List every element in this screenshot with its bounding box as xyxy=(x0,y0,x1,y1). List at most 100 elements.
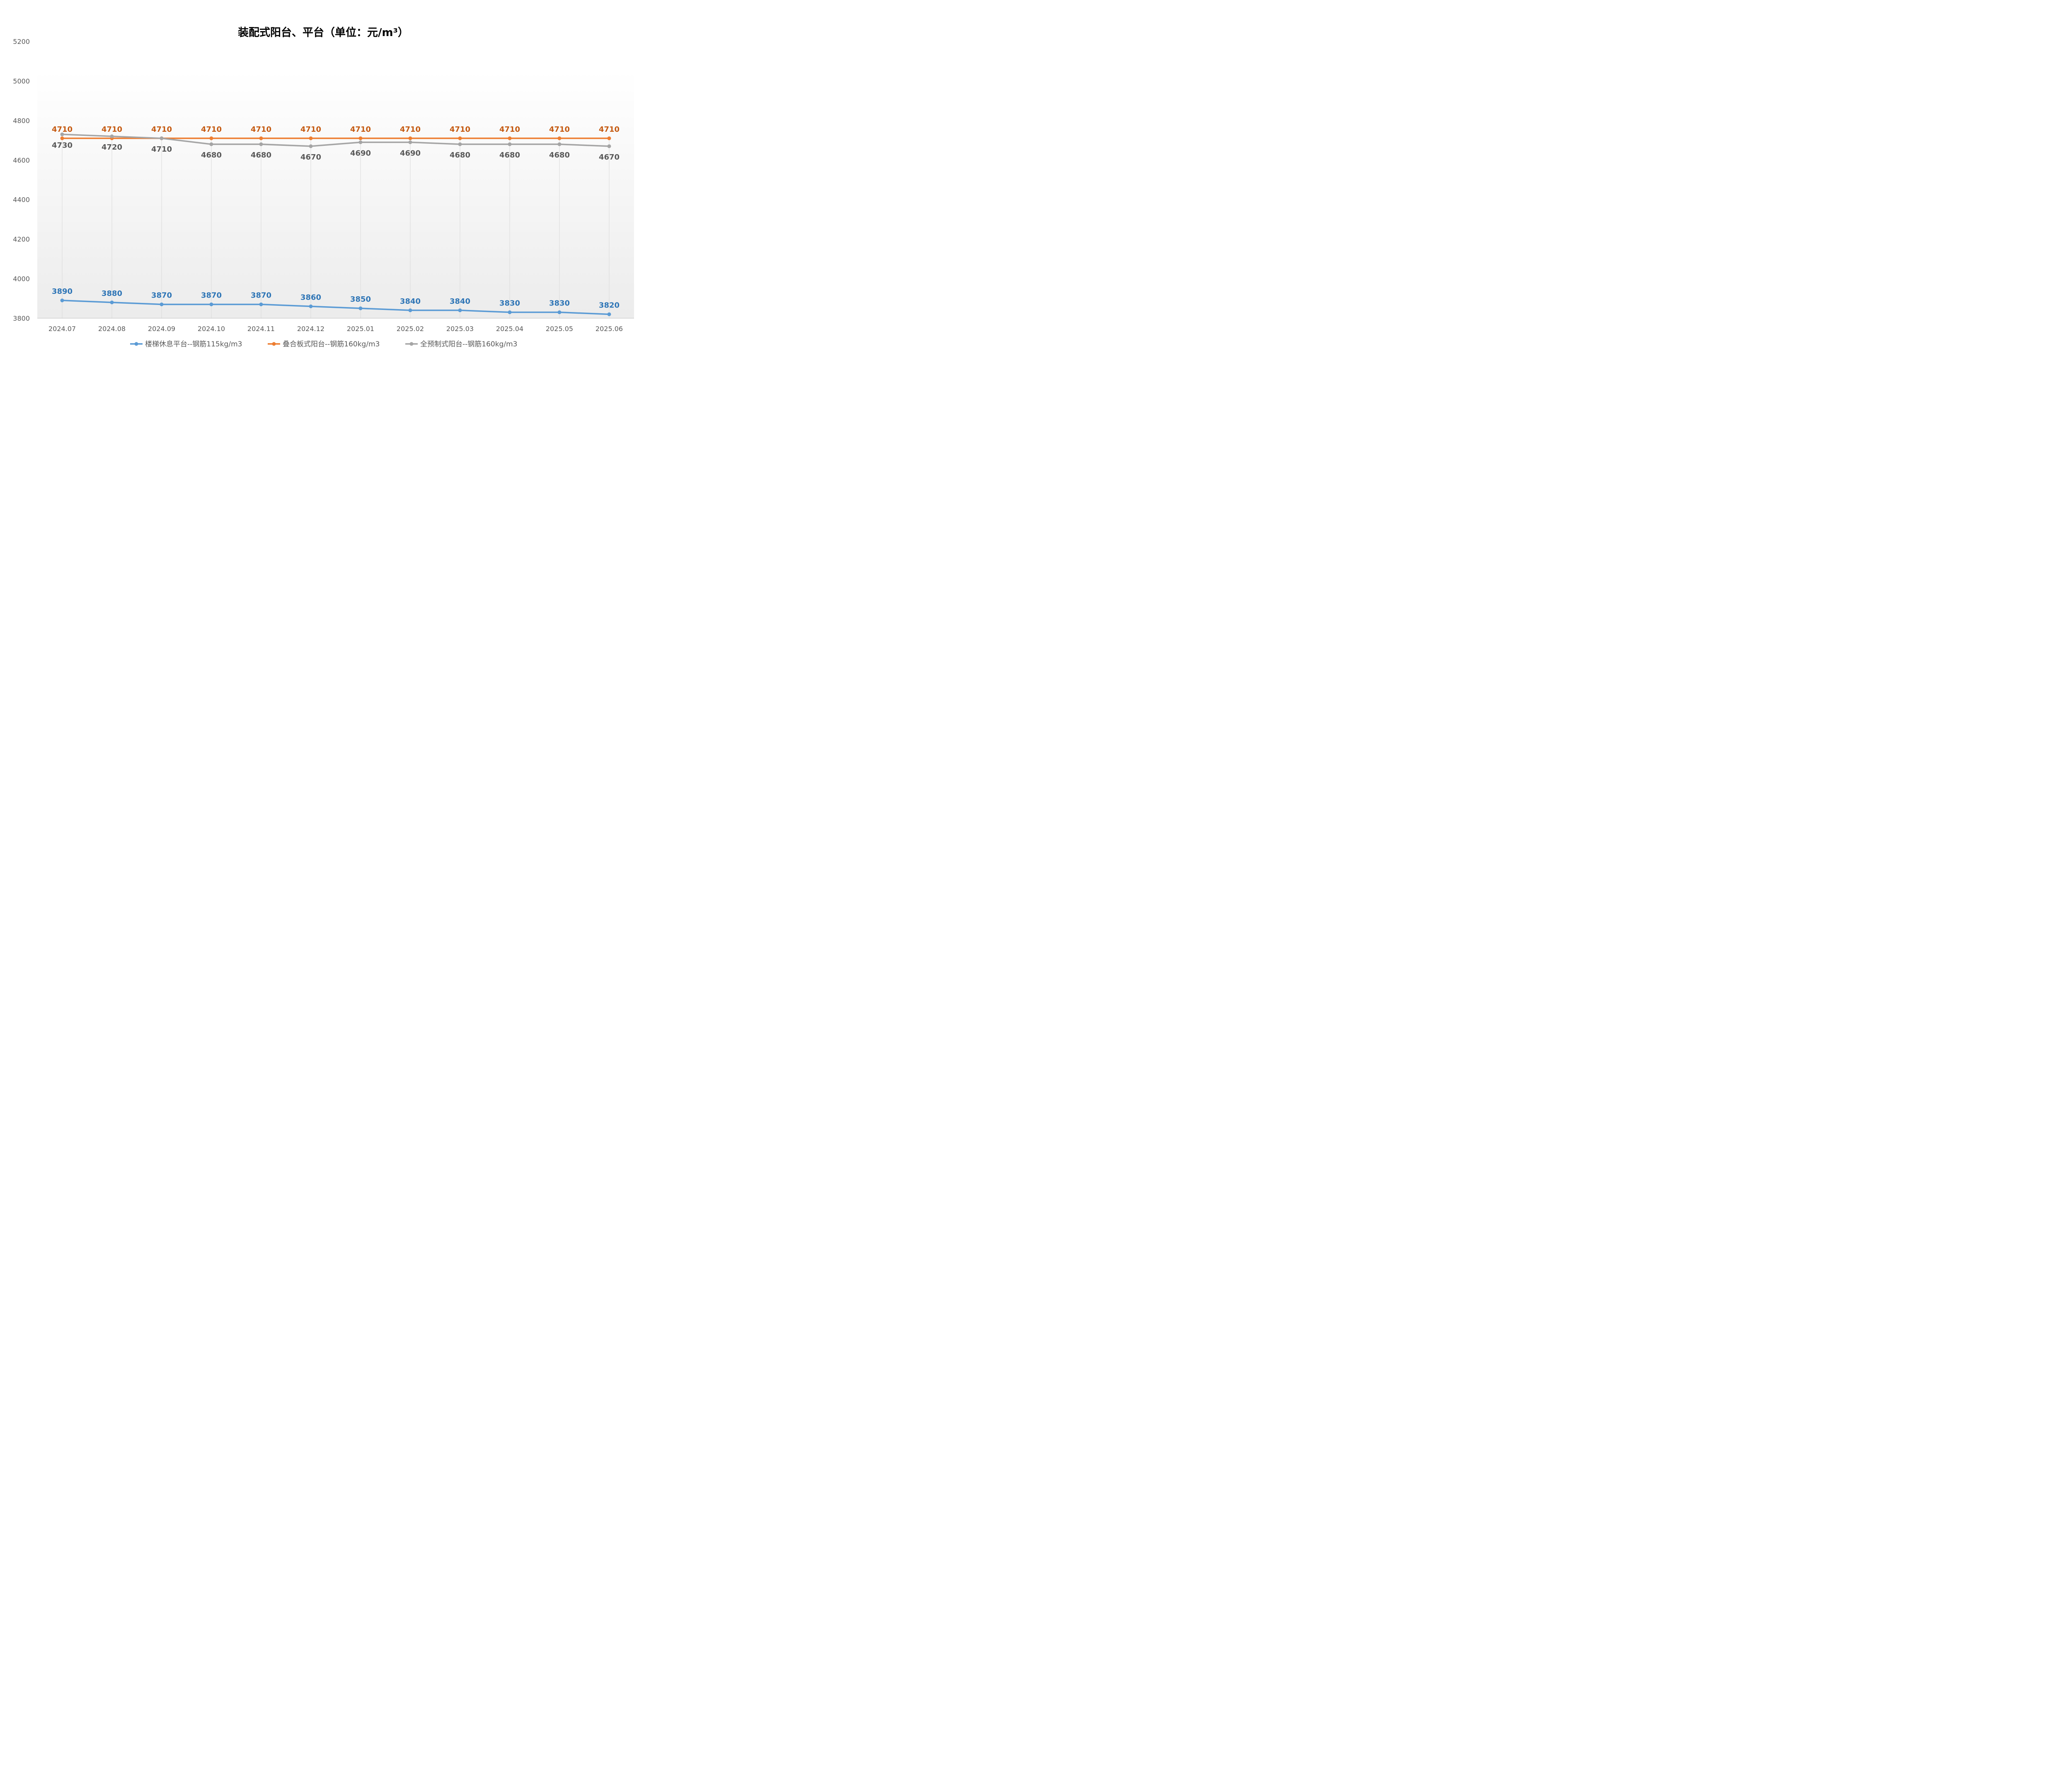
data-label: 4710 xyxy=(599,125,620,134)
data-label: 4680 xyxy=(450,151,470,160)
legend-item: 全预制式阳台--钢筋160kg/m3 xyxy=(405,340,517,348)
series-line xyxy=(61,133,610,147)
data-label: 4680 xyxy=(201,151,222,160)
y-tick-label: 3800 xyxy=(13,314,30,322)
data-label: 3870 xyxy=(201,291,222,300)
series-labels-1: 4710 4710 4710 4710 4710 4710 4710 4710 4710 4710… xyxy=(52,125,620,134)
series-labels-0: 3890 3880 3870 3870 3870 3860 3850 3840 3840 3830… xyxy=(52,287,620,310)
gridlines xyxy=(62,138,610,318)
data-label: 3890 xyxy=(52,287,73,296)
data-point xyxy=(607,136,611,140)
legend-item: 楼梯休息平台--钢筋115kg/m3 xyxy=(130,340,242,348)
data-point xyxy=(358,140,363,144)
chart-title: 装配式阳台、平台（单位：元/m³） xyxy=(238,26,409,39)
data-label: 3880 xyxy=(102,289,122,298)
y-tick-label: 4800 xyxy=(13,117,30,125)
y-tick-label: 4000 xyxy=(13,275,30,283)
data-point xyxy=(508,310,512,314)
legend-point-marker xyxy=(272,342,276,346)
y-tick-label: 5000 xyxy=(13,77,30,85)
data-point xyxy=(408,308,412,312)
x-tick-label: 2025.06 xyxy=(595,325,623,333)
data-point xyxy=(408,140,412,144)
data-label: 4680 xyxy=(549,151,570,160)
legend-point-marker xyxy=(409,342,414,346)
x-axis: 2024.07 2024.08 2024.09 2024.10 2024.11 2024.… xyxy=(48,325,623,333)
data-point xyxy=(358,306,363,310)
data-label: 4710 xyxy=(151,145,172,154)
data-label: 4720 xyxy=(102,143,122,152)
data-label: 4710 xyxy=(52,125,73,134)
data-label: 3820 xyxy=(599,301,620,310)
data-label: 3860 xyxy=(300,293,321,302)
data-label: 4710 xyxy=(201,125,222,134)
x-tick-label: 2025.03 xyxy=(446,325,474,333)
series-labels-2: 4730 4720 4710 4680 4680 4670 4690 4690 4680 4680… xyxy=(52,141,620,162)
y-tick-label: 4200 xyxy=(13,235,30,243)
data-point xyxy=(607,312,611,316)
data-point xyxy=(557,142,562,146)
data-label: 4680 xyxy=(251,151,271,160)
data-point xyxy=(259,142,263,146)
data-label: 4710 xyxy=(300,125,321,134)
legend-label: 叠合板式阳台--钢筋160kg/m3 xyxy=(283,340,380,348)
legend-label: 全预制式阳台--钢筋160kg/m3 xyxy=(420,340,517,348)
data-point xyxy=(110,300,114,305)
series-2 xyxy=(60,132,611,148)
data-label: 4730 xyxy=(52,141,73,150)
x-tick-label: 2024.08 xyxy=(98,325,126,333)
data-point xyxy=(60,132,64,136)
legend: 楼梯休息平台--钢筋115kg/m3 叠合板式阳台--钢筋160kg/m3 全预制式… xyxy=(130,340,517,348)
line-chart: 装配式阳台、平台（单位：元/m³） 3800 4000 4200 4400 4600 48… xyxy=(13,26,634,348)
data-point xyxy=(508,136,512,140)
data-point xyxy=(458,142,462,146)
chart-container: 装配式阳台、平台（单位：元/m³） 3800 4000 4200 4400 4600 48… xyxy=(0,0,646,365)
data-label: 4710 xyxy=(549,125,570,134)
data-label: 4710 xyxy=(102,125,122,134)
data-label: 4710 xyxy=(151,125,172,134)
x-tick-label: 2025.05 xyxy=(546,325,573,333)
data-label: 4670 xyxy=(300,153,321,162)
data-label: 4710 xyxy=(251,125,271,134)
data-label: 4680 xyxy=(499,151,520,160)
data-point xyxy=(458,308,462,312)
data-label: 4710 xyxy=(400,125,421,134)
data-point xyxy=(209,136,213,140)
series-0 xyxy=(60,298,611,316)
data-label: 4690 xyxy=(400,149,421,157)
legend-label: 楼梯休息平台--钢筋115kg/m3 xyxy=(145,340,242,348)
x-tick-label: 2024.12 xyxy=(297,325,324,333)
data-point xyxy=(508,142,512,146)
data-label: 3840 xyxy=(400,297,421,306)
series-layer: 4710 4710 4710 4710 4710 4710 4710 4710 4710 4710… xyxy=(52,125,620,316)
data-label: 3840 xyxy=(450,297,470,306)
data-point xyxy=(209,142,213,146)
data-point xyxy=(557,136,562,140)
data-point xyxy=(309,136,313,140)
data-point xyxy=(110,134,114,138)
data-point xyxy=(259,302,263,307)
x-tick-label: 2025.02 xyxy=(397,325,424,333)
data-point xyxy=(309,304,313,308)
data-label: 4670 xyxy=(599,153,620,162)
data-label: 4710 xyxy=(350,125,371,134)
data-point xyxy=(358,136,363,140)
x-tick-label: 2024.11 xyxy=(247,325,275,333)
x-tick-label: 2025.01 xyxy=(347,325,374,333)
data-point xyxy=(160,136,164,140)
data-point xyxy=(60,298,64,302)
data-point xyxy=(60,136,64,140)
legend-item: 叠合板式阳台--钢筋160kg/m3 xyxy=(268,340,380,348)
x-tick-label: 2025.04 xyxy=(496,325,523,333)
data-label: 3870 xyxy=(151,291,172,300)
x-tick-label: 2024.07 xyxy=(48,325,76,333)
data-point xyxy=(309,144,313,148)
y-tick-label: 4600 xyxy=(13,156,30,164)
data-label: 3830 xyxy=(549,299,570,308)
legend-point-marker xyxy=(134,342,138,346)
series-line xyxy=(61,300,610,315)
data-label: 3830 xyxy=(499,299,520,308)
data-label: 4710 xyxy=(450,125,470,134)
x-tick-label: 2024.10 xyxy=(198,325,225,333)
data-label: 4710 xyxy=(499,125,520,134)
